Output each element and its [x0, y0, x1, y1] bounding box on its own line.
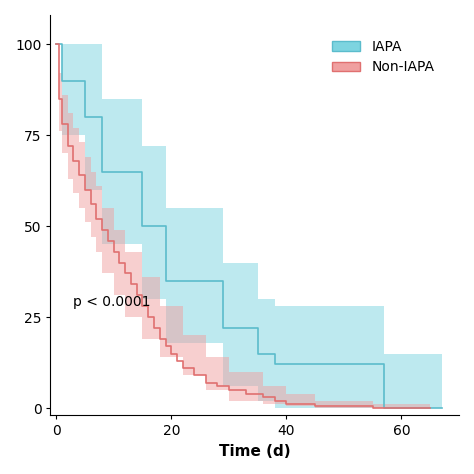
Legend: IAPA, Non-IAPA: IAPA, Non-IAPA — [327, 34, 440, 80]
Text: p < 0.0001: p < 0.0001 — [73, 295, 151, 309]
X-axis label: Time (d): Time (d) — [219, 444, 291, 459]
